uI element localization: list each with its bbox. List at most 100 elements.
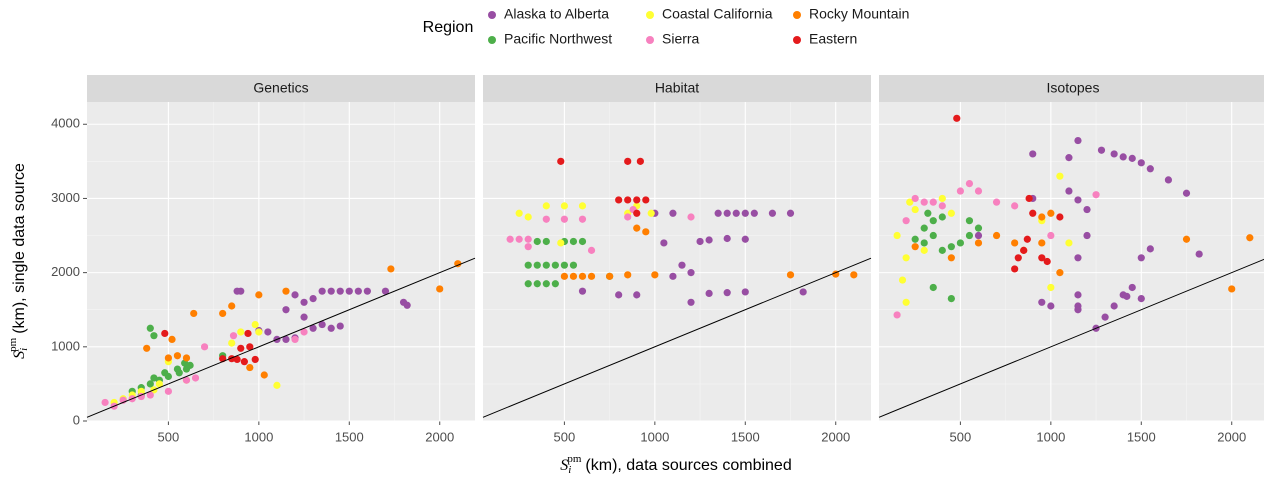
point — [318, 320, 326, 329]
legend-label: Sierra — [662, 31, 700, 47]
point — [264, 328, 272, 336]
point — [732, 209, 740, 217]
point — [1038, 213, 1046, 221]
point — [533, 280, 541, 288]
point — [678, 261, 686, 269]
point — [143, 344, 151, 352]
point — [606, 272, 614, 280]
point — [569, 272, 578, 280]
point — [515, 235, 523, 243]
point — [1025, 194, 1033, 203]
point — [137, 387, 145, 395]
point — [965, 217, 974, 225]
point — [578, 202, 587, 210]
point — [705, 236, 713, 244]
point — [974, 231, 983, 240]
point — [1029, 150, 1037, 158]
point — [1146, 245, 1154, 253]
point — [696, 237, 704, 246]
point — [624, 157, 632, 165]
point — [938, 213, 946, 221]
point — [150, 332, 158, 340]
point — [1137, 294, 1145, 303]
point — [723, 234, 731, 243]
point — [1074, 291, 1082, 299]
point — [569, 261, 578, 269]
point — [273, 381, 281, 389]
point — [336, 322, 344, 330]
series — [143, 260, 462, 379]
point — [354, 287, 362, 295]
point — [587, 272, 596, 280]
facet-title: Genetics — [253, 80, 308, 96]
point — [1137, 254, 1145, 262]
point — [524, 280, 532, 288]
point — [1195, 250, 1203, 258]
point — [387, 265, 395, 273]
point — [920, 224, 928, 232]
point — [965, 231, 974, 240]
point — [1164, 176, 1173, 184]
point — [1011, 202, 1019, 210]
series — [560, 224, 858, 280]
point — [282, 335, 290, 343]
point — [642, 196, 650, 204]
point — [560, 261, 568, 269]
series — [506, 205, 695, 254]
point — [182, 354, 191, 362]
point — [551, 280, 559, 288]
point — [542, 215, 550, 223]
legend-title: Region — [423, 19, 474, 36]
point — [578, 287, 587, 295]
point — [1011, 265, 1019, 273]
point — [714, 209, 722, 217]
point — [1110, 302, 1118, 310]
point — [902, 217, 910, 225]
point — [615, 291, 623, 299]
point — [381, 287, 390, 295]
point — [255, 291, 263, 299]
x-tick-label: 2000 — [1217, 429, 1246, 444]
legend-swatch — [488, 36, 496, 44]
point — [1092, 191, 1100, 199]
point — [929, 231, 937, 240]
point — [578, 237, 587, 246]
series — [524, 237, 614, 288]
point — [1029, 209, 1037, 217]
point — [506, 235, 514, 243]
point — [403, 301, 411, 309]
point — [542, 237, 550, 246]
point — [560, 202, 568, 210]
point — [1123, 292, 1131, 300]
point — [542, 202, 550, 210]
point — [1011, 239, 1019, 247]
series — [161, 329, 259, 366]
point — [237, 344, 245, 352]
point — [741, 235, 749, 243]
point — [723, 209, 731, 217]
point — [893, 231, 901, 240]
point — [624, 213, 632, 221]
x-tick-label: 1000 — [244, 429, 273, 444]
point — [1074, 306, 1082, 314]
point — [557, 239, 565, 247]
point — [309, 324, 317, 332]
point — [533, 237, 541, 246]
point — [345, 287, 353, 295]
y-tick-label: 2000 — [51, 264, 80, 279]
point — [956, 187, 964, 195]
point — [1023, 235, 1031, 243]
point — [898, 276, 907, 284]
point — [291, 291, 299, 299]
panel — [483, 102, 871, 421]
point — [1083, 231, 1091, 240]
point — [237, 287, 245, 295]
series — [974, 136, 1203, 332]
point — [687, 213, 695, 221]
identity-line — [86, 257, 476, 418]
strip — [483, 75, 871, 102]
point — [542, 280, 550, 288]
point — [1074, 196, 1082, 204]
point — [260, 371, 268, 379]
point — [911, 235, 919, 243]
